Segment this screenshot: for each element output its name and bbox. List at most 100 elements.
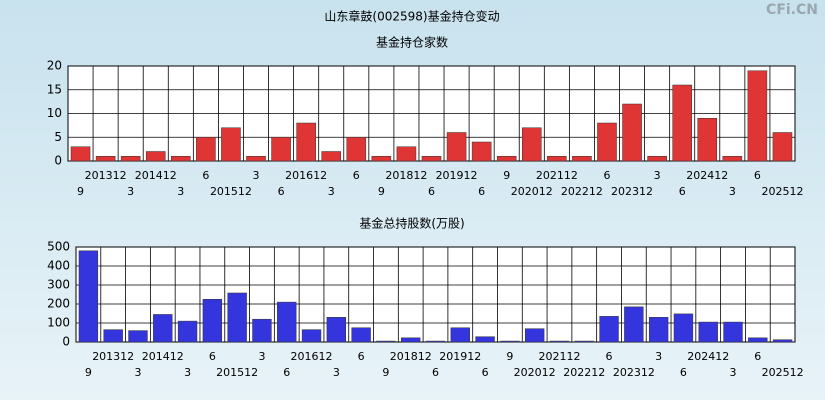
x-tick-label: 201912 [436, 169, 478, 182]
x-tick-label: 6 [432, 366, 439, 379]
x-tick-label: 6 [680, 366, 687, 379]
bar [648, 317, 669, 343]
x-tick-label: 6 [202, 169, 209, 182]
x-tick-label: 3 [184, 366, 191, 379]
bar [246, 156, 266, 162]
bar [70, 146, 91, 162]
bar [547, 156, 567, 162]
x-tick-label: 202112 [538, 350, 580, 363]
bar [471, 141, 492, 162]
x-tick-label: 202512 [761, 185, 803, 198]
x-tick-label: 201312 [92, 350, 134, 363]
bar [698, 321, 718, 343]
bar [697, 118, 718, 162]
bar [346, 137, 367, 162]
bar [78, 250, 99, 343]
x-tick-label: 6 [278, 185, 285, 198]
bar [103, 329, 123, 343]
bar [624, 306, 644, 343]
bar [376, 340, 396, 343]
bar [396, 146, 417, 162]
bar [171, 156, 191, 162]
x-tick-label: 9 [382, 366, 389, 379]
y-tick-label: 5 [54, 130, 62, 144]
bar [450, 327, 470, 343]
x-tick-label: 201612 [285, 169, 327, 182]
x-tick-label: 201312 [85, 169, 127, 182]
bar [227, 292, 247, 343]
x-tick-label: 6 [754, 350, 761, 363]
x-tick-label: 3 [654, 169, 661, 182]
x-tick-label: 201512 [216, 366, 258, 379]
bar [599, 316, 619, 343]
bar [572, 156, 592, 162]
bar [500, 340, 520, 343]
bar [277, 301, 297, 343]
x-tick-label: 3 [127, 185, 134, 198]
bar [672, 84, 692, 162]
bar [321, 151, 342, 162]
x-tick-label: 6 [428, 185, 435, 198]
x-tick-label: 202412 [687, 350, 729, 363]
bar [221, 127, 241, 162]
x-tick-label: 9 [85, 366, 92, 379]
bar [425, 340, 446, 343]
bar [521, 127, 542, 162]
x-tick-label: 6 [603, 169, 610, 182]
chart-subtitle: 基金总持股数(万股) [359, 216, 464, 231]
bar [597, 122, 617, 162]
bar [772, 132, 793, 162]
y-tick-label: 0 [62, 335, 70, 349]
bar [421, 156, 442, 162]
x-tick-label: 202012 [514, 366, 556, 379]
chart-title: 山东章鼓(002598)基金持仓变动 [324, 9, 499, 24]
bar [574, 340, 594, 343]
bar [647, 156, 667, 162]
x-tick-label: 6 [283, 366, 290, 379]
bar [202, 299, 223, 343]
x-tick-label: 3 [253, 169, 260, 182]
x-tick-label: 6 [754, 169, 761, 182]
x-tick-label: 202512 [762, 366, 804, 379]
y-tick-label: 100 [47, 316, 70, 330]
x-tick-label: 6 [482, 366, 489, 379]
bar [326, 317, 346, 343]
chart-subtitle: 基金持仓家数 [376, 35, 448, 50]
x-tick-label: 6 [478, 185, 485, 198]
x-tick-label: 3 [655, 350, 662, 363]
watermark: CFi.CN [766, 2, 818, 18]
y-tick-label: 500 [47, 240, 70, 254]
x-tick-label: 6 [679, 185, 686, 198]
x-tick-label: 201512 [210, 185, 252, 198]
x-tick-label: 3 [333, 366, 340, 379]
bar [722, 156, 743, 162]
bar [622, 103, 642, 162]
bar [371, 156, 392, 162]
x-tick-label: 9 [77, 185, 84, 198]
y-tick-label: 10 [47, 106, 62, 120]
bar [446, 132, 467, 162]
bar [271, 137, 291, 162]
x-tick-label: 202212 [563, 366, 605, 379]
y-tick-label: 400 [47, 259, 70, 273]
x-tick-label: 3 [328, 185, 335, 198]
x-tick-label: 6 [209, 350, 216, 363]
bar [496, 156, 517, 162]
bar [145, 151, 166, 162]
x-tick-label: 201412 [135, 169, 177, 182]
x-tick-label: 3 [730, 366, 737, 379]
bar [296, 122, 316, 162]
x-tick-label: 201812 [385, 169, 427, 182]
bar [301, 329, 322, 343]
x-tick-label: 3 [134, 366, 141, 379]
bar [475, 336, 495, 343]
bar [196, 137, 216, 162]
bar [153, 314, 173, 343]
x-tick-label: 201812 [390, 350, 432, 363]
bar [748, 337, 768, 343]
bar [772, 339, 793, 343]
bar [525, 328, 545, 343]
bar [95, 156, 116, 162]
x-tick-label: 3 [729, 185, 736, 198]
